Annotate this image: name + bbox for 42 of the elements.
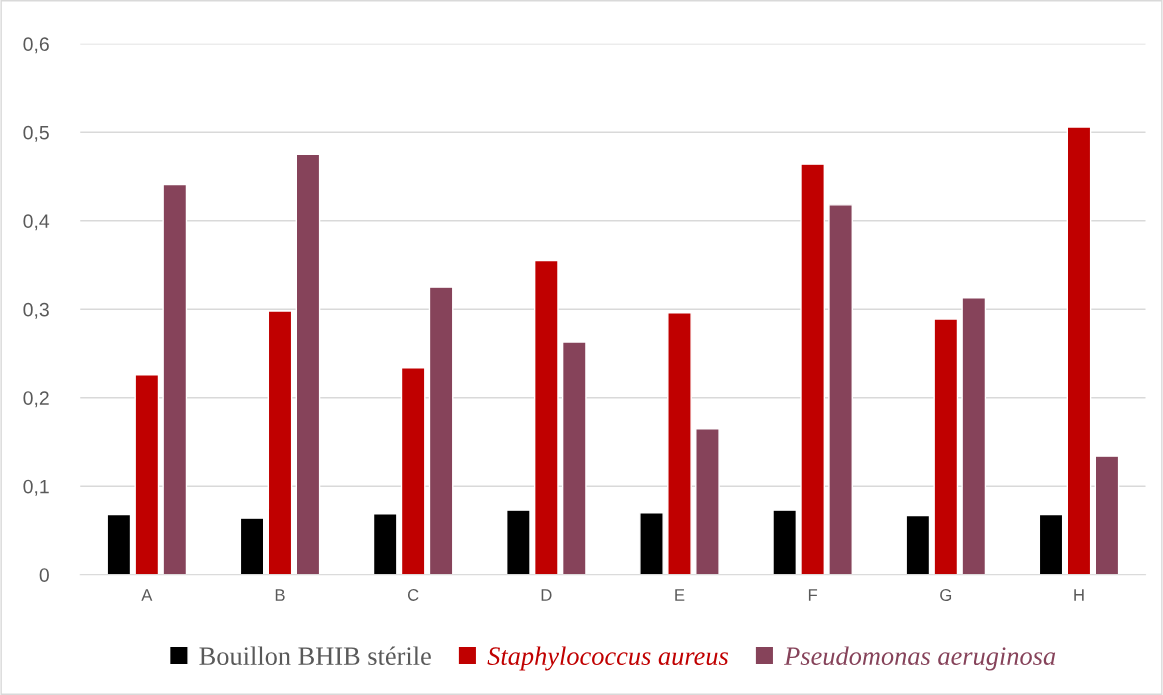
legend-label: Staphylococcus aureus xyxy=(487,646,728,671)
bar xyxy=(506,509,531,575)
bar xyxy=(239,517,265,575)
legend-label: Pseudomonas aeruginosa xyxy=(784,646,1056,671)
x-tick-label: H xyxy=(1074,589,1084,601)
bar xyxy=(400,366,426,575)
bar xyxy=(695,428,720,575)
bar xyxy=(134,374,160,575)
x-tick-label: C xyxy=(407,589,419,601)
bar xyxy=(106,513,132,575)
y-tick-label: 0,1 xyxy=(23,479,49,496)
x-tick-label: G xyxy=(940,589,952,601)
x-tick-label: D xyxy=(541,589,552,601)
y-tick-label: 0 xyxy=(39,568,49,582)
bar xyxy=(667,312,692,575)
bar xyxy=(295,153,321,575)
x-tick-label: E xyxy=(675,589,685,601)
bar xyxy=(533,259,559,575)
bar xyxy=(372,513,398,575)
bar xyxy=(639,512,664,575)
bar xyxy=(267,310,293,575)
x-tick-label: B xyxy=(275,589,285,601)
x-tick-label: A xyxy=(141,589,153,601)
bar xyxy=(933,318,959,575)
y-tick-label: 0,5 xyxy=(23,125,49,142)
y-tick-label: 0,4 xyxy=(23,214,50,231)
y-tick-label: 0,6 xyxy=(23,37,49,54)
y-tick-label: 0,2 xyxy=(23,391,49,408)
bar xyxy=(162,183,188,575)
bar xyxy=(561,341,587,575)
bar xyxy=(428,286,454,575)
legend-label: Bouillon BHIB stérile xyxy=(199,646,431,666)
y-tick-label: 0,3 xyxy=(23,302,49,319)
bar xyxy=(1094,455,1120,575)
bar xyxy=(905,514,931,575)
bar xyxy=(772,509,798,575)
bar xyxy=(961,297,987,575)
bar xyxy=(1066,126,1092,575)
bar xyxy=(1038,513,1064,575)
bar xyxy=(828,204,853,575)
bar xyxy=(800,163,825,575)
x-tick-label: F xyxy=(808,589,818,601)
